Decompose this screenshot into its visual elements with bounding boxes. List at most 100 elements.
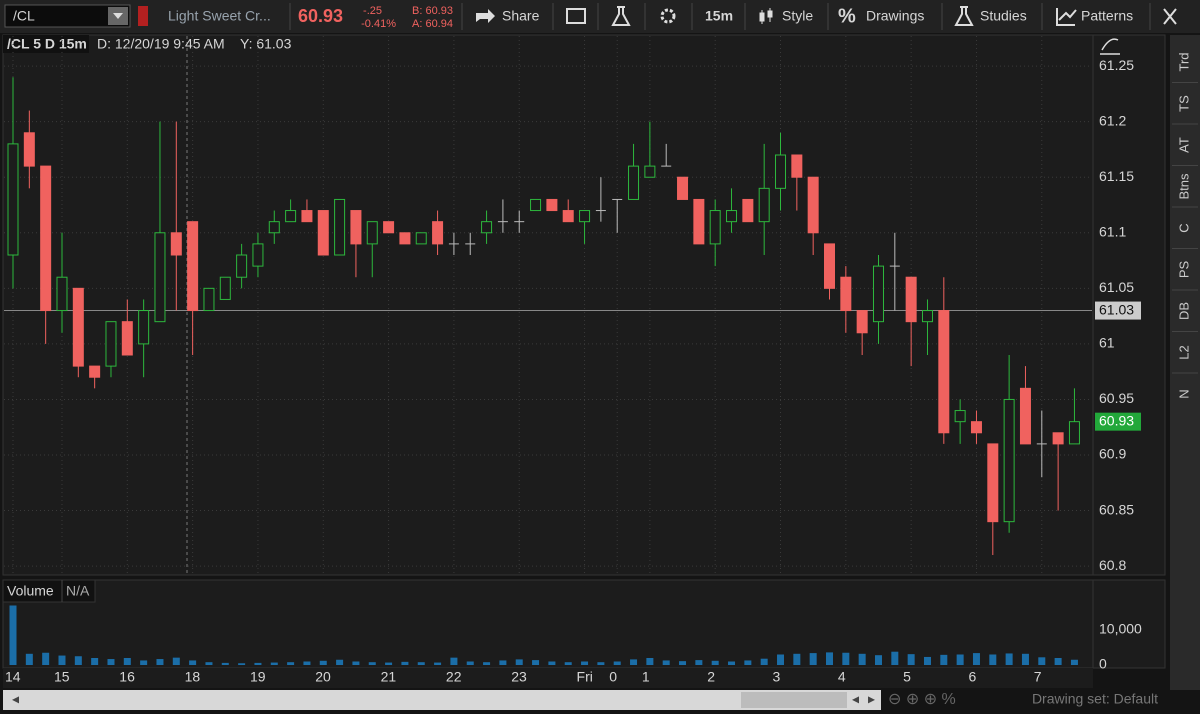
x-tick-label: 7: [1034, 669, 1042, 685]
candle-body: [856, 310, 868, 334]
candle-body: [268, 221, 280, 234]
scroll-thumb[interactable]: [741, 692, 847, 708]
volume-bar: [809, 653, 817, 665]
sidebar-tab[interactable]: N: [1176, 389, 1191, 398]
volume-bar: [581, 661, 589, 665]
sidebar-tab[interactable]: C: [1176, 223, 1191, 232]
last-price-label: 60.93: [1099, 412, 1134, 428]
sidebar-tab[interactable]: TS: [1176, 95, 1191, 112]
sidebar-tab[interactable]: Trd: [1176, 52, 1191, 71]
scrollbar[interactable]: [3, 690, 881, 710]
header-y: Y: 61.03: [240, 36, 292, 52]
candle-body: [758, 187, 770, 223]
candle-body: [383, 221, 395, 234]
toolbar: [0, 0, 1200, 33]
drawings[interactable]: Drawings: [866, 8, 924, 24]
patterns[interactable]: Patterns: [1081, 8, 1133, 24]
bid: B: 60.93: [412, 5, 453, 17]
volume-bar: [695, 660, 703, 665]
sidebar-tab[interactable]: Btns: [1176, 173, 1191, 200]
scroll-left-2[interactable]: ◂: [852, 691, 859, 707]
volume-bar: [434, 662, 442, 665]
scroll-right[interactable]: ▸: [868, 691, 875, 707]
candle-body: [7, 143, 19, 256]
volume-bar: [728, 661, 736, 665]
volume-bar: [9, 605, 17, 665]
volume-bar: [189, 660, 197, 665]
studies[interactable]: Studies: [980, 8, 1027, 24]
zoom-icons[interactable]: ⊖ ⊕ ⊕ %: [888, 691, 956, 708]
volume-bar: [58, 655, 66, 665]
candle-body: [840, 276, 852, 312]
volume-bar: [532, 660, 540, 665]
sidebar-tab[interactable]: AT: [1176, 137, 1191, 153]
patterns-icon[interactable]: [1056, 8, 1077, 26]
volume-bar: [1021, 653, 1029, 665]
y-tick-label: 61.05: [1099, 279, 1134, 295]
candle-body: [415, 232, 427, 245]
candle-body: [219, 276, 231, 300]
volume-bar: [42, 652, 50, 665]
change-pct: -0.41%: [361, 18, 396, 30]
candle-body: [334, 198, 346, 256]
volume-bar: [319, 660, 327, 665]
volume-bar: [793, 653, 801, 665]
candle-body: [1003, 398, 1015, 523]
volume-value: N/A: [66, 583, 90, 599]
scroll-left[interactable]: ◂: [12, 691, 19, 707]
volume-bar: [662, 660, 670, 665]
volume-bar: [140, 660, 148, 665]
symbol-box[interactable]: [4, 4, 131, 28]
candle-body: [905, 276, 917, 323]
candle-body: [530, 198, 542, 212]
candle-body: [954, 410, 966, 423]
flask-icon[interactable]: [611, 6, 631, 26]
volume-bar: [156, 659, 164, 665]
candle-body: [1068, 421, 1080, 445]
candle-body: [872, 265, 884, 323]
expand-icon[interactable]: [1100, 38, 1120, 55]
volume-bar: [956, 654, 964, 665]
snapshot-icon[interactable]: [566, 8, 586, 24]
sidebar-tab[interactable]: PS: [1176, 261, 1191, 279]
volume-bar: [466, 661, 474, 665]
volume-bar: [287, 662, 295, 665]
y-tick-label: 60.8: [1099, 557, 1126, 573]
candle-body: [105, 321, 117, 367]
x-tick-label: 23: [511, 669, 527, 685]
separators: [289, 3, 1151, 30]
cursor-price-label: 61.03: [1099, 301, 1134, 317]
x-tick-label: 14: [5, 669, 21, 685]
candle-body: [301, 210, 313, 223]
share[interactable]: Share: [502, 8, 540, 24]
volume-bar: [1054, 658, 1062, 665]
volume-bar: [842, 652, 850, 665]
candle-body: [170, 232, 182, 256]
candle-body: [285, 210, 297, 223]
sidebar-tab[interactable]: DB: [1176, 302, 1191, 320]
volume-tick-label: 10,000: [1099, 621, 1142, 637]
time-axis: [3, 668, 1093, 688]
candle-body: [987, 443, 999, 523]
candle-body: [203, 287, 215, 312]
close-icon[interactable]: [1163, 8, 1177, 25]
style[interactable]: Style: [782, 8, 813, 24]
x-tick-label: 4: [838, 669, 846, 685]
volume-bar: [368, 662, 376, 665]
sidebar-tab[interactable]: L2: [1176, 345, 1191, 359]
x-tick-label: 2: [707, 669, 715, 685]
price-pane: [2, 34, 1094, 576]
style-icon[interactable]: [759, 8, 773, 24]
ask: A: 60.94: [412, 18, 453, 30]
interval[interactable]: 15m: [705, 8, 733, 24]
volume-bar: [564, 662, 572, 665]
candle-body: [187, 221, 199, 312]
candle-body: [350, 210, 362, 245]
volume-bar: [254, 662, 262, 665]
drawings-icon[interactable]: %: [838, 5, 856, 27]
share-icon[interactable]: [476, 9, 495, 23]
settings-icon[interactable]: [660, 8, 676, 24]
candle-body: [23, 132, 35, 167]
studies-icon[interactable]: [954, 6, 974, 26]
last-price: 60.93: [298, 6, 343, 26]
